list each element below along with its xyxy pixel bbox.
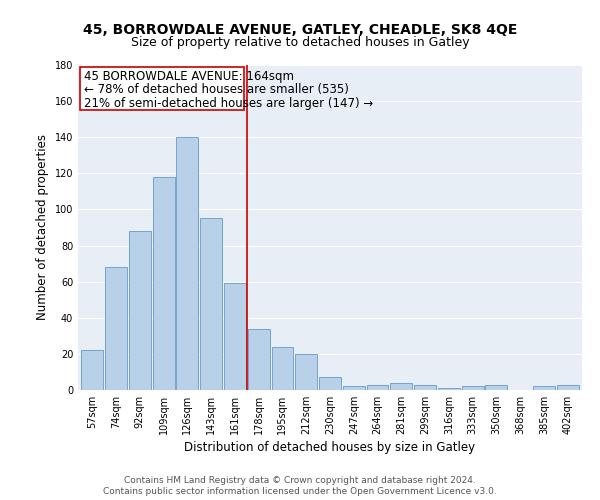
Text: ← 78% of detached houses are smaller (535): ← 78% of detached houses are smaller (53… <box>84 83 349 96</box>
Bar <box>248 328 269 390</box>
Bar <box>533 386 555 390</box>
Bar <box>462 386 484 390</box>
Y-axis label: Number of detached properties: Number of detached properties <box>36 134 49 320</box>
Bar <box>438 388 460 390</box>
Text: 21% of semi-detached houses are larger (147) →: 21% of semi-detached houses are larger (… <box>84 96 373 110</box>
Bar <box>82 350 103 390</box>
FancyBboxPatch shape <box>80 67 244 110</box>
Bar <box>485 384 508 390</box>
Text: Contains HM Land Registry data © Crown copyright and database right 2024.: Contains HM Land Registry data © Crown c… <box>124 476 476 485</box>
Text: Size of property relative to detached houses in Gatley: Size of property relative to detached ho… <box>131 36 469 49</box>
Bar <box>129 231 151 390</box>
Bar <box>343 386 365 390</box>
Bar <box>319 378 341 390</box>
Bar <box>152 177 175 390</box>
Bar <box>176 137 198 390</box>
Bar <box>391 383 412 390</box>
Bar <box>367 384 388 390</box>
Text: 45 BORROWDALE AVENUE: 164sqm: 45 BORROWDALE AVENUE: 164sqm <box>84 70 294 82</box>
Bar <box>105 267 127 390</box>
Text: 45, BORROWDALE AVENUE, GATLEY, CHEADLE, SK8 4QE: 45, BORROWDALE AVENUE, GATLEY, CHEADLE, … <box>83 22 517 36</box>
Bar <box>272 346 293 390</box>
Text: Contains public sector information licensed under the Open Government Licence v3: Contains public sector information licen… <box>103 488 497 496</box>
X-axis label: Distribution of detached houses by size in Gatley: Distribution of detached houses by size … <box>184 441 476 454</box>
Bar <box>224 284 246 390</box>
Bar <box>414 384 436 390</box>
Bar <box>200 218 222 390</box>
Bar <box>557 384 578 390</box>
Bar <box>295 354 317 390</box>
